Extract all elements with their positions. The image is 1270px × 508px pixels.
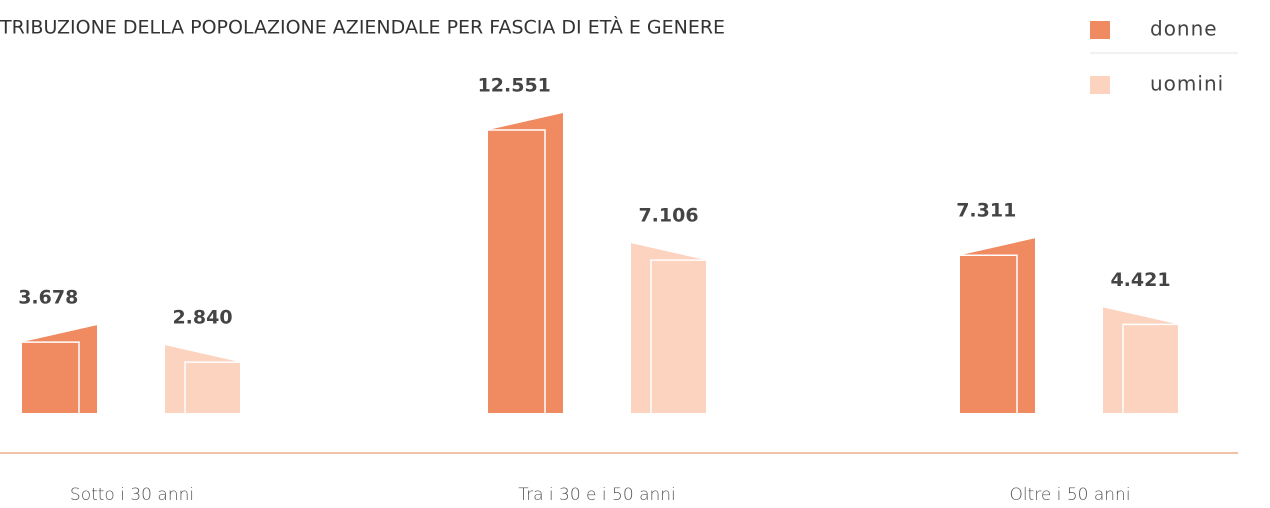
bar <box>960 238 1035 413</box>
value-label: 7.311 <box>956 200 1016 222</box>
legend-swatch <box>1090 21 1110 39</box>
bar <box>165 345 240 413</box>
bar-edge <box>650 259 706 413</box>
x-tick-label: Tra i 30 e i 50 anni <box>518 485 676 505</box>
bar <box>22 325 97 413</box>
x-tick-label: Oltre i 50 anni <box>1009 485 1130 505</box>
bar-edge <box>22 341 80 413</box>
value-label: 3.678 <box>18 287 78 309</box>
value-label: 12.551 <box>478 75 551 97</box>
bar <box>488 113 563 413</box>
bar <box>1103 307 1178 413</box>
bar <box>631 243 706 413</box>
chart-title: TRIBUZIONE DELLA POPOLAZIONE AZIENDALE P… <box>0 16 725 39</box>
value-label: 7.106 <box>638 205 698 227</box>
value-label: 2.840 <box>172 307 232 329</box>
legend-label: uomini <box>1150 72 1224 96</box>
bar-edge <box>960 254 1018 413</box>
x-tick-label: Sotto i 30 anni <box>70 485 194 505</box>
legend-swatch <box>1090 76 1110 94</box>
bar-edge <box>488 129 546 413</box>
bar-edge <box>184 361 240 413</box>
bar-edge <box>1122 323 1178 413</box>
value-label: 4.421 <box>1110 269 1170 291</box>
legend-label: donne <box>1150 17 1218 41</box>
